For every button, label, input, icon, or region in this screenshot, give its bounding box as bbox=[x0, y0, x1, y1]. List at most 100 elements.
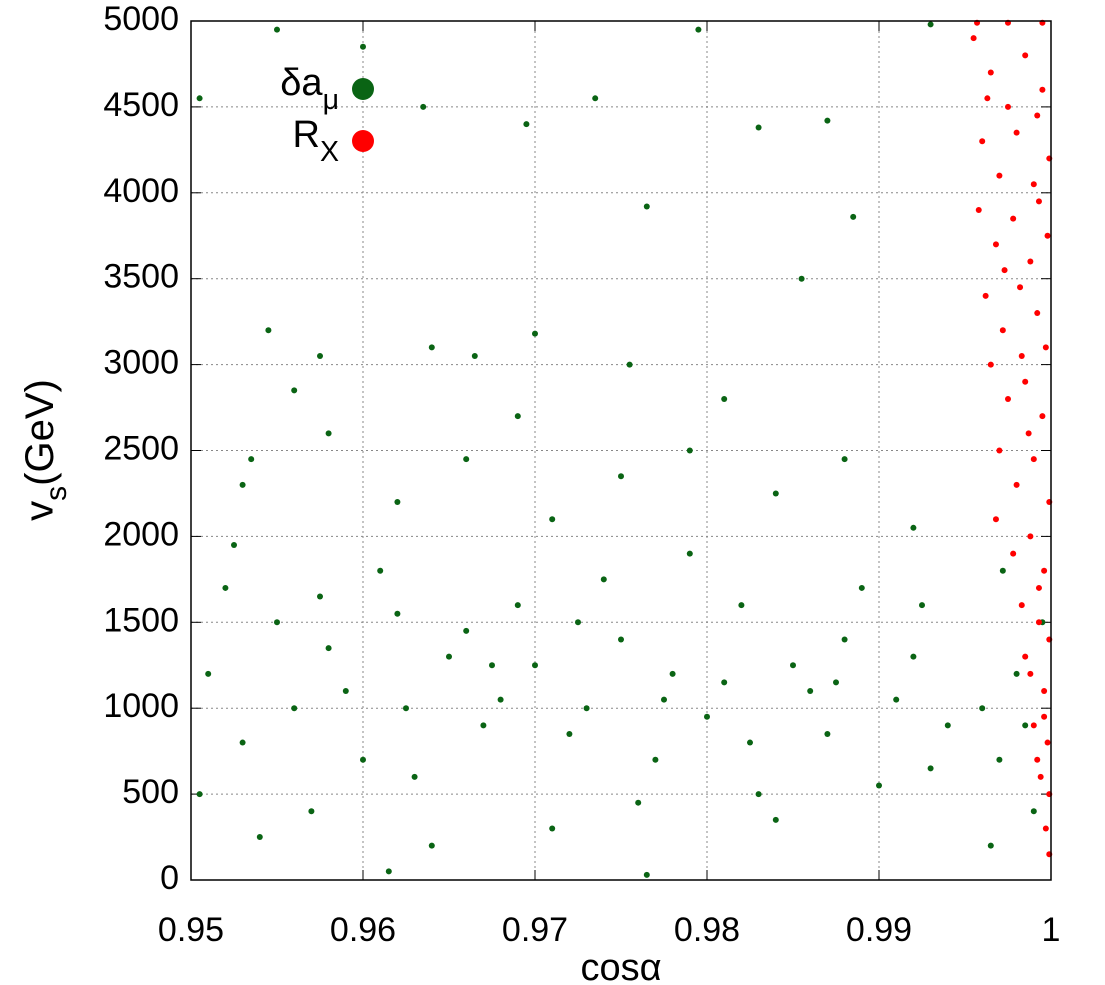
point bbox=[205, 670, 212, 677]
y-tick-label: 4500 bbox=[103, 86, 179, 124]
point bbox=[635, 799, 642, 806]
point bbox=[999, 327, 1006, 334]
point bbox=[1005, 395, 1011, 402]
point bbox=[325, 645, 332, 652]
point bbox=[291, 705, 298, 712]
y-tick-label: 4000 bbox=[103, 172, 179, 210]
point bbox=[592, 95, 599, 102]
point bbox=[695, 26, 702, 33]
point bbox=[807, 688, 814, 695]
point bbox=[1017, 284, 1024, 291]
point bbox=[1022, 653, 1029, 660]
y-tick-label: 3000 bbox=[103, 344, 179, 382]
point bbox=[1041, 713, 1048, 720]
point bbox=[1025, 430, 1032, 437]
point bbox=[987, 842, 994, 849]
y-tick-label: 1000 bbox=[103, 687, 179, 725]
point bbox=[1013, 670, 1020, 677]
point bbox=[523, 121, 530, 128]
point bbox=[893, 696, 900, 703]
series bbox=[970, 19, 1053, 858]
point bbox=[626, 361, 633, 368]
point bbox=[747, 739, 753, 746]
point bbox=[686, 550, 693, 557]
point bbox=[1042, 344, 1049, 351]
point bbox=[1022, 378, 1029, 385]
point bbox=[489, 662, 495, 669]
point bbox=[549, 825, 556, 832]
point bbox=[394, 499, 401, 506]
point bbox=[996, 756, 1003, 763]
point bbox=[1042, 825, 1049, 832]
point bbox=[274, 26, 280, 33]
point bbox=[772, 816, 779, 823]
point bbox=[1041, 688, 1048, 695]
point bbox=[325, 430, 332, 437]
y-tick-label: 0 bbox=[160, 859, 179, 897]
point bbox=[231, 541, 237, 548]
point bbox=[583, 705, 590, 712]
point bbox=[308, 808, 315, 815]
legend-marker bbox=[352, 78, 374, 100]
point bbox=[999, 567, 1006, 574]
point bbox=[1039, 413, 1046, 420]
point bbox=[514, 413, 521, 420]
point bbox=[661, 696, 667, 703]
point bbox=[532, 330, 538, 337]
point bbox=[1044, 739, 1051, 746]
point bbox=[910, 653, 917, 660]
x-tick-label: 0.95 bbox=[158, 911, 224, 949]
point bbox=[411, 773, 418, 780]
x-tick-label: 0.99 bbox=[846, 911, 912, 949]
point bbox=[1005, 103, 1011, 110]
point bbox=[618, 636, 624, 643]
point bbox=[1035, 198, 1042, 205]
point bbox=[652, 756, 659, 763]
point bbox=[549, 516, 556, 523]
point bbox=[738, 602, 745, 609]
x-tick-label: 1 bbox=[1042, 911, 1061, 949]
point bbox=[265, 327, 272, 334]
point bbox=[1035, 619, 1042, 626]
point bbox=[1030, 808, 1037, 815]
point bbox=[1022, 52, 1029, 59]
point bbox=[721, 679, 728, 686]
point bbox=[755, 791, 762, 798]
point bbox=[1013, 481, 1020, 488]
series bbox=[196, 21, 1046, 878]
point bbox=[798, 275, 805, 282]
point bbox=[1027, 670, 1034, 677]
plot-frame bbox=[190, 20, 1052, 881]
point bbox=[446, 653, 452, 660]
point bbox=[618, 473, 624, 480]
point bbox=[1030, 456, 1037, 463]
point bbox=[428, 842, 435, 849]
point bbox=[575, 619, 581, 626]
point bbox=[876, 782, 882, 789]
point bbox=[858, 584, 865, 591]
point bbox=[927, 765, 934, 772]
point bbox=[532, 662, 538, 669]
point bbox=[1039, 86, 1046, 93]
point bbox=[669, 670, 676, 677]
x-tick-label: 0.97 bbox=[502, 911, 568, 949]
point bbox=[1034, 756, 1041, 763]
point bbox=[850, 213, 857, 220]
point bbox=[403, 705, 409, 712]
point bbox=[1041, 567, 1048, 574]
point bbox=[1034, 310, 1041, 317]
point bbox=[196, 95, 203, 102]
point bbox=[317, 353, 323, 360]
point bbox=[1030, 181, 1037, 188]
point bbox=[919, 602, 925, 609]
point bbox=[274, 619, 280, 626]
point bbox=[1027, 258, 1034, 265]
point bbox=[1013, 129, 1020, 136]
point bbox=[1027, 533, 1034, 540]
point bbox=[360, 756, 366, 763]
point bbox=[824, 730, 831, 737]
x-tick-label: 0.96 bbox=[330, 911, 396, 949]
point bbox=[1044, 232, 1051, 239]
point bbox=[1018, 353, 1025, 360]
